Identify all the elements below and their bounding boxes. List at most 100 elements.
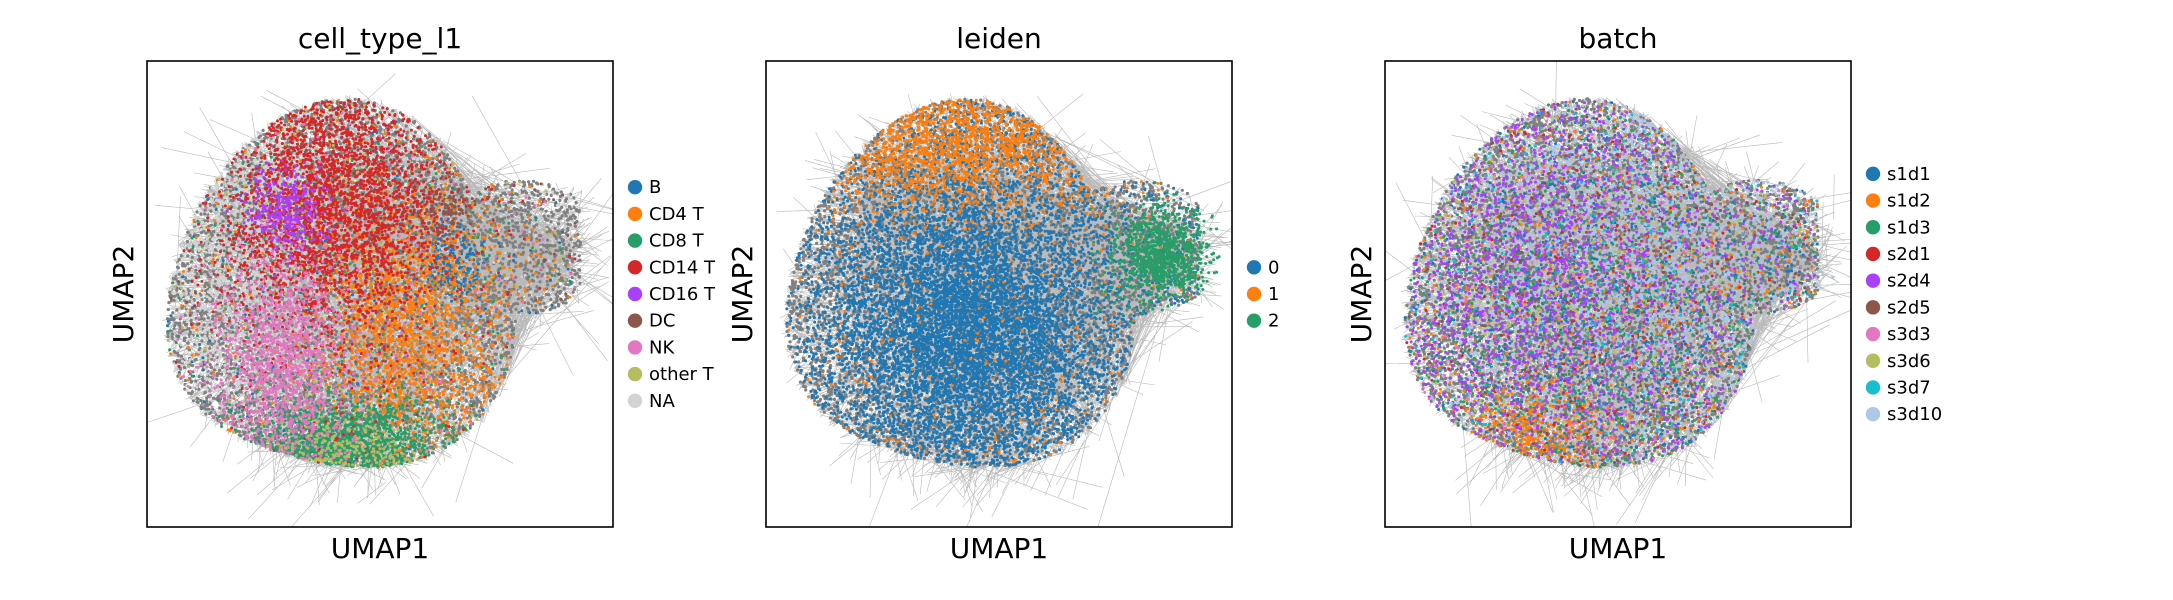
legend-item: s3d10 [1865, 404, 1942, 425]
points-s3d10 [1409, 98, 1835, 469]
legend-label: s3d3 [1887, 324, 1931, 345]
legend-label: s3d10 [1887, 404, 1942, 425]
legend-item: CD14 T [627, 257, 716, 278]
legend-label: s3d7 [1887, 377, 1931, 398]
x-axis-label: UMAP1 [331, 532, 430, 565]
legend-marker [627, 393, 643, 408]
legend-item: s2d5 [1865, 297, 1931, 318]
points-s3d3 [1416, 103, 1815, 464]
point-layer [785, 98, 1221, 469]
legend-label: CD14 T [649, 257, 716, 278]
legend: s1d1 s1d2 s1d3 s2d1 s2d4 s2d5 s3d3 s3d6 s3d7 s3d1… [1865, 164, 1942, 425]
legend-item: CD16 T [627, 284, 716, 305]
points-1 [787, 98, 1200, 463]
legend-marker [1865, 406, 1881, 422]
panel-title: cell_type_l1 [298, 22, 462, 55]
panel-batch: batch UMAP1 UMAP2 s1d1 s1d2 s1d3 s2d1 s2d4 s2… [1345, 22, 1942, 565]
points-s3d6 [1416, 102, 1818, 467]
legend-item: DC [627, 311, 675, 332]
points-other-t [166, 98, 568, 468]
panel-leiden: leiden UMAP1 UMAP2 0 1 2 [726, 22, 1279, 565]
legend-label: NK [649, 337, 675, 358]
legend-item: s3d6 [1865, 351, 1931, 372]
legend-item: s1d3 [1865, 217, 1931, 238]
point-layer [1403, 98, 1835, 469]
plot-area [147, 73, 613, 527]
legend-label: B [649, 177, 661, 198]
legend-item: 1 [1246, 284, 1279, 305]
legend-label: s3d6 [1887, 351, 1931, 372]
legend-marker [1865, 326, 1881, 342]
legend-item: other T [627, 364, 715, 385]
legend-label: CD4 T [649, 204, 705, 225]
panel-cell-type: cell_type_l1 UMAP1 UMAP2 B CD4 T CD8 T CD14… [107, 22, 716, 565]
plot-frame [765, 60, 1233, 528]
legend: B CD4 T CD8 T CD14 T CD16 T DC NK other T NA [627, 177, 716, 412]
legend-marker [1246, 313, 1262, 328]
legend-marker [1865, 380, 1881, 395]
legend-label: NA [649, 391, 675, 412]
legend-label: 2 [1268, 311, 1279, 332]
legend-item: s1d2 [1865, 191, 1931, 212]
legend-marker [627, 206, 643, 222]
points-dc [169, 122, 577, 464]
legend-item: NA [627, 391, 675, 412]
legend-item: NK [627, 337, 675, 358]
legend-label: 1 [1268, 284, 1279, 305]
legend-label: s2d1 [1887, 244, 1931, 265]
legend-marker [1865, 246, 1881, 262]
points-2 [1088, 181, 1221, 324]
legend-item: s2d1 [1865, 244, 1931, 265]
legend-label: s1d2 [1887, 191, 1931, 212]
legend-item: CD8 T [627, 231, 705, 252]
legend-label: s2d5 [1887, 297, 1931, 318]
y-axis-label: UMAP2 [726, 245, 759, 344]
legend-marker [627, 286, 643, 302]
points-s2d5 [1407, 100, 1810, 468]
plot-frame [146, 60, 614, 528]
legend-label: s2d4 [1887, 271, 1931, 292]
legend-label: CD16 T [649, 284, 716, 305]
x-axis-label: UMAP1 [950, 532, 1049, 565]
legend-item: s1d1 [1865, 164, 1931, 185]
x-axis-label: UMAP1 [1569, 532, 1668, 565]
legend-marker [627, 233, 643, 248]
legend-marker [627, 180, 643, 195]
legend-marker [627, 340, 643, 355]
legend-label: s1d3 [1887, 217, 1931, 238]
legend-item: B [627, 177, 661, 198]
legend-item: 2 [1246, 311, 1279, 332]
legend-marker [1865, 273, 1881, 288]
panel-title: leiden [956, 22, 1042, 55]
legend-item: CD4 T [627, 204, 705, 225]
points-s2d4 [1405, 100, 1817, 466]
plot-frame [1384, 60, 1852, 528]
legend-marker [1865, 300, 1881, 315]
y-axis-label: UMAP2 [1345, 245, 1378, 344]
legend-item: s3d7 [1865, 377, 1931, 398]
legend-marker [627, 260, 643, 275]
points-nk [176, 104, 577, 465]
legend-label: 0 [1268, 257, 1279, 278]
legend-marker [1865, 220, 1881, 235]
legend-label: CD8 T [649, 231, 705, 252]
legend-label: s1d1 [1887, 164, 1931, 185]
legend-item: s2d4 [1865, 271, 1931, 292]
legend-marker [1246, 286, 1262, 302]
point-layer [166, 98, 582, 469]
legend-marker [627, 366, 643, 382]
legend-marker [627, 313, 643, 328]
legend-marker [1865, 353, 1881, 368]
legend-label: other T [649, 364, 715, 385]
legend-marker [1246, 260, 1262, 275]
legend-marker [1865, 193, 1881, 208]
legend-item: s3d3 [1865, 324, 1931, 345]
legend: 0 1 2 [1246, 257, 1279, 332]
panel-title: batch [1578, 22, 1657, 55]
legend-marker [1865, 166, 1881, 182]
plot-area [776, 93, 1232, 527]
legend-item: 0 [1246, 257, 1279, 278]
legend-label: DC [649, 311, 675, 332]
plot-area [1385, 61, 1851, 527]
